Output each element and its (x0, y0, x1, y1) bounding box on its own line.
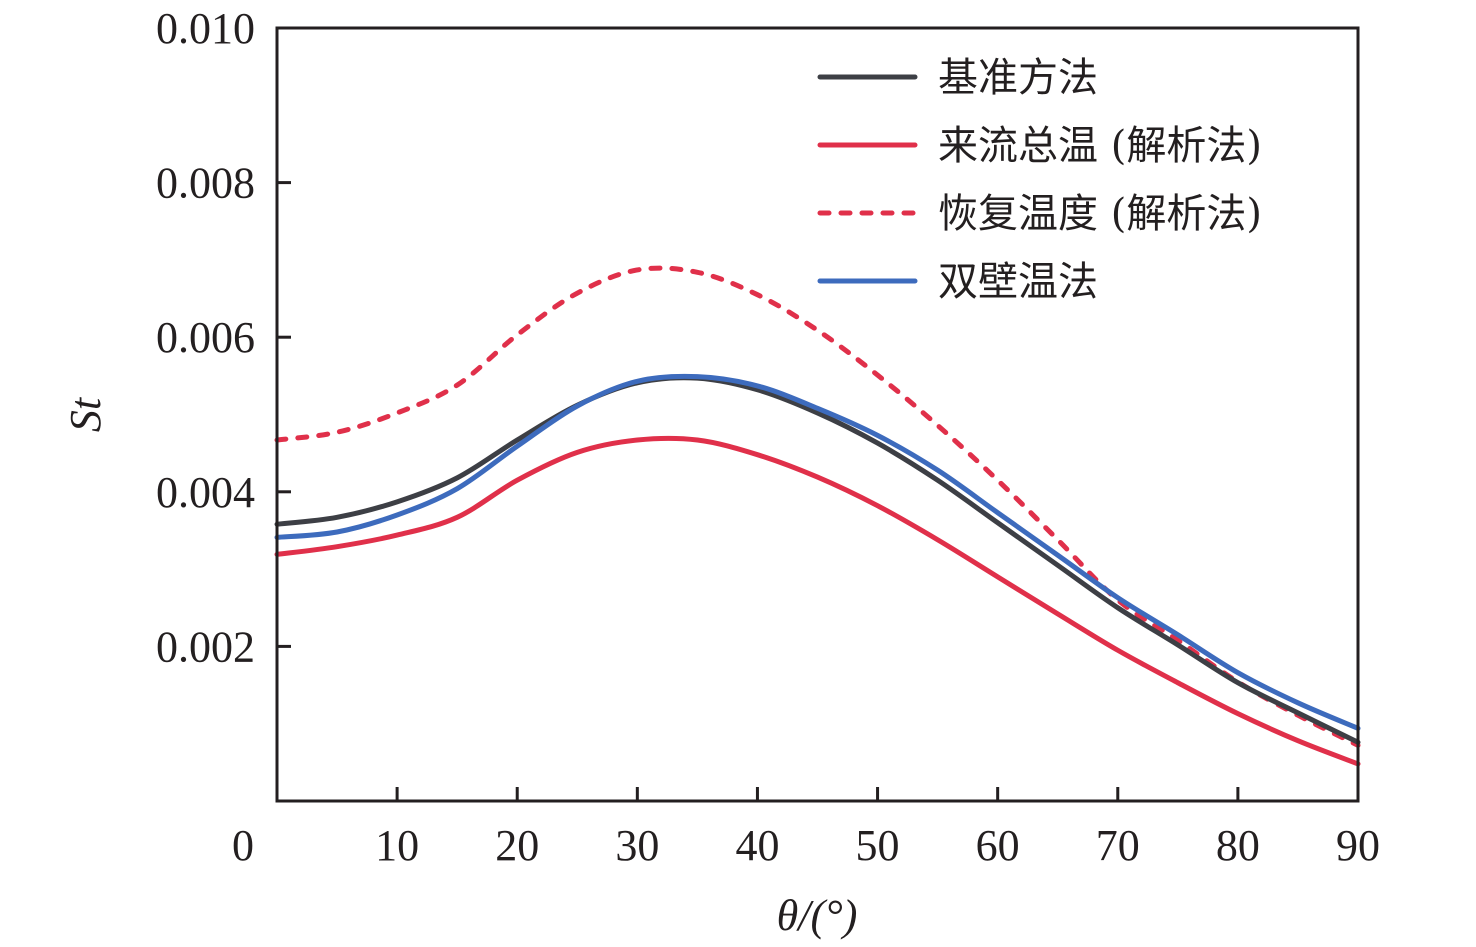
x-tick-label: 40 (735, 821, 779, 870)
y-tick-label: 0.006 (156, 313, 255, 362)
legend-label-1: 来流总温 (解析法) (938, 123, 1262, 169)
x-tick-label: 80 (1216, 821, 1260, 870)
plot-frame (275, 26, 1360, 803)
series-line-1 (274, 435, 1361, 767)
legend-label-3: 双壁温法 (938, 259, 1098, 305)
x-tick-label: 70 (1096, 821, 1140, 870)
x-tick-label: 0 (232, 821, 254, 870)
x-tick-label: 60 (976, 821, 1020, 870)
series-line-2 (274, 265, 1361, 748)
x-tick-label: 30 (615, 821, 659, 870)
y-tick-label: 0.002 (156, 622, 255, 671)
x-axis-title: θ/(°) (777, 891, 858, 940)
y-tick-label: 0.008 (156, 159, 255, 208)
y-axis: 0.002 0.004 0.006 0.008 0.010 (156, 4, 291, 671)
y-tick-label: 0.004 (156, 468, 255, 517)
legend-label-0: 基准方法 (938, 55, 1098, 101)
y-tick-label: 0.010 (156, 4, 255, 53)
x-axis: 0 10 20 30 40 50 60 70 80 90 (232, 787, 1380, 870)
y-axis-title: St (61, 396, 110, 432)
series-line-3 (274, 373, 1361, 731)
x-tick-label: 10 (375, 821, 419, 870)
x-tick-label: 50 (856, 821, 900, 870)
legend-label-2: 恢复温度 (解析法) (938, 191, 1262, 237)
series-line-0 (274, 375, 1361, 745)
x-tick-label: 20 (495, 821, 539, 870)
x-tick-label: 90 (1336, 821, 1380, 870)
series-layer (274, 265, 1361, 767)
